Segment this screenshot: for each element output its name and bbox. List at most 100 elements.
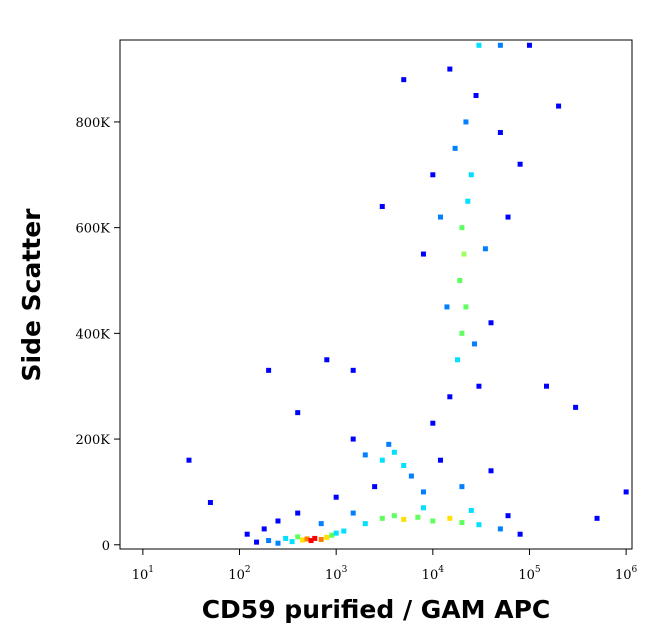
point (362, 521, 368, 527)
point (497, 526, 503, 532)
point (289, 539, 295, 545)
point (372, 484, 378, 490)
point (275, 518, 281, 524)
x-tick-base: 10 (325, 568, 342, 583)
point (430, 518, 436, 524)
point (573, 404, 579, 410)
x-tick-exponent: 1 (148, 565, 154, 575)
x-tick-base: 10 (615, 568, 632, 583)
point (333, 494, 339, 500)
point (324, 534, 330, 540)
point (324, 357, 330, 363)
y-tick-label: 600K (75, 222, 110, 237)
x-tick-exponent: 2 (245, 565, 251, 575)
point (333, 530, 339, 536)
x-axis-label: CD59 purified / GAM APC (202, 595, 551, 624)
point (517, 531, 523, 537)
point (266, 538, 272, 544)
point (391, 449, 397, 455)
point (623, 489, 629, 495)
point (304, 536, 310, 542)
point (312, 535, 318, 541)
point (447, 394, 453, 400)
point (362, 452, 368, 458)
point (350, 436, 356, 442)
point (261, 526, 267, 532)
point (207, 499, 213, 505)
x-tick-base: 10 (422, 568, 439, 583)
point (505, 214, 511, 220)
point (318, 521, 324, 527)
point (430, 172, 436, 178)
y-tick-label: 400K (75, 327, 110, 342)
x-tick-label: 102 (228, 565, 250, 583)
point (283, 535, 289, 541)
point (444, 304, 450, 310)
point (254, 539, 260, 545)
point (437, 457, 443, 463)
point (594, 515, 600, 521)
x-tick-label: 101 (132, 565, 154, 583)
point (447, 515, 453, 521)
point (476, 383, 482, 389)
point (476, 42, 482, 48)
x-tick-base: 10 (132, 568, 149, 583)
point (463, 304, 469, 310)
y-axis-label: Side Scatter (17, 208, 46, 382)
point (459, 520, 465, 526)
point (295, 510, 301, 516)
point (459, 330, 465, 336)
point (461, 251, 467, 257)
point (505, 513, 511, 519)
x-tick-label: 106 (615, 565, 638, 583)
point (401, 462, 407, 468)
point (420, 251, 426, 257)
point (457, 277, 463, 283)
point (300, 537, 306, 543)
x-tick-base: 10 (228, 568, 245, 583)
point (408, 473, 414, 479)
point (391, 513, 397, 519)
point (415, 514, 421, 520)
x-tick-exponent: 4 (438, 565, 444, 575)
point (295, 534, 301, 540)
point (386, 441, 392, 447)
x-tick-exponent: 3 (342, 565, 348, 575)
point (318, 536, 324, 542)
point (379, 515, 385, 521)
point (420, 505, 426, 511)
point (488, 320, 494, 326)
point (401, 77, 407, 83)
point (244, 531, 250, 537)
point (556, 103, 562, 109)
point (497, 129, 503, 135)
point (341, 528, 347, 534)
y-tick-label: 200K (75, 433, 110, 448)
point (437, 214, 443, 220)
point (526, 42, 532, 48)
point (452, 145, 458, 151)
point (465, 198, 471, 204)
point (275, 540, 281, 546)
y-tick-label: 800K (75, 116, 110, 131)
point (350, 510, 356, 516)
point (463, 119, 469, 125)
point (420, 489, 426, 495)
point (517, 161, 523, 167)
point (482, 246, 488, 252)
point (329, 532, 335, 538)
point (543, 383, 549, 389)
point (308, 538, 314, 544)
point (497, 42, 503, 48)
x-tick-exponent: 5 (535, 565, 541, 575)
x-tick-label: 104 (422, 565, 445, 583)
point (468, 172, 474, 178)
plot-frame (119, 39, 633, 550)
point (447, 66, 453, 72)
point (379, 457, 385, 463)
point (488, 468, 494, 474)
x-tick-label: 103 (325, 565, 348, 583)
point (430, 420, 436, 426)
